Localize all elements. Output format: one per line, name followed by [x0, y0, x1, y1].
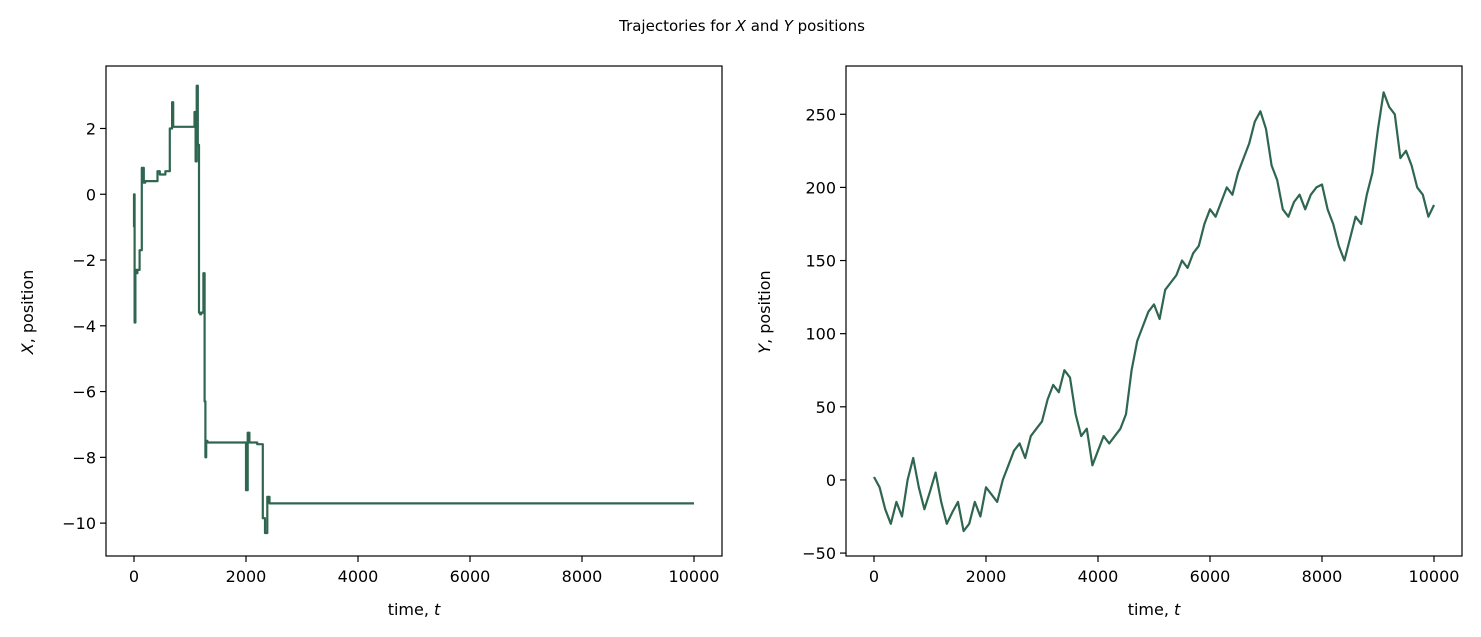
x-chart-x-tick-label: 4000	[338, 567, 379, 586]
x-chart-y-tick-label: −6	[72, 383, 96, 402]
y-chart-series-line	[873, 91, 1435, 533]
y-chart-y-tick-label: 200	[805, 178, 836, 197]
x-chart-y-axis-label: X, position	[18, 270, 37, 356]
x-chart-y-tick-label: −8	[72, 448, 96, 467]
figure-suptitle: Trajectories for X and Y positions	[618, 17, 865, 35]
x-chart-x-tick-label: 0	[129, 567, 139, 586]
x-chart-x-tick-label: 8000	[562, 567, 603, 586]
y-chart-y-tick-label: 150	[805, 252, 836, 271]
x-chart-y-tick-label: 0	[86, 185, 96, 204]
x-chart-y-tick-label: −2	[72, 251, 96, 270]
x-chart-y-tick-label: −4	[72, 317, 96, 336]
y-chart-y-tick-label: 0	[826, 471, 836, 490]
x-chart-y-tick-label: −10	[62, 514, 96, 533]
y-chart-y-tick-label: −50	[802, 544, 836, 563]
y-chart-y-tick-label: 100	[805, 325, 836, 344]
x-chart-frame	[105, 65, 723, 557]
y-chart-x-tick-label: 8000	[1302, 567, 1343, 586]
y-chart-x-tick-label: 10000	[1409, 567, 1460, 586]
y-chart-frame	[845, 65, 1463, 557]
x-chart-x-tick-label: 2000	[226, 567, 267, 586]
x-position-chart: 0 2000 4000 6000 8000 10000 2 0 −2 −4 −6 −8 −10 time,…	[18, 65, 723, 619]
x-chart-y-tick-label: 2	[86, 119, 96, 138]
y-position-chart: 0 2000 4000 6000 8000 10000 250 200 150 100 50 0 −50…	[755, 65, 1463, 619]
y-chart-x-tick-label: 0	[869, 567, 879, 586]
y-chart-y-tick-label: 250	[805, 105, 836, 124]
y-chart-y-axis-label: Y, position	[755, 270, 774, 353]
y-chart-x-tick-label: 2000	[966, 567, 1007, 586]
x-chart-x-tick-label: 10000	[669, 567, 720, 586]
y-chart-x-tick-label: 4000	[1078, 567, 1119, 586]
y-chart-x-tick-label: 6000	[1190, 567, 1231, 586]
x-chart-x-axis-label: time, t	[388, 600, 441, 619]
x-chart-x-tick-label: 6000	[450, 567, 491, 586]
y-chart-y-tick-label: 50	[816, 398, 836, 417]
y-chart-x-axis-label: time, t	[1128, 600, 1181, 619]
x-chart-series-line	[132, 84, 694, 535]
